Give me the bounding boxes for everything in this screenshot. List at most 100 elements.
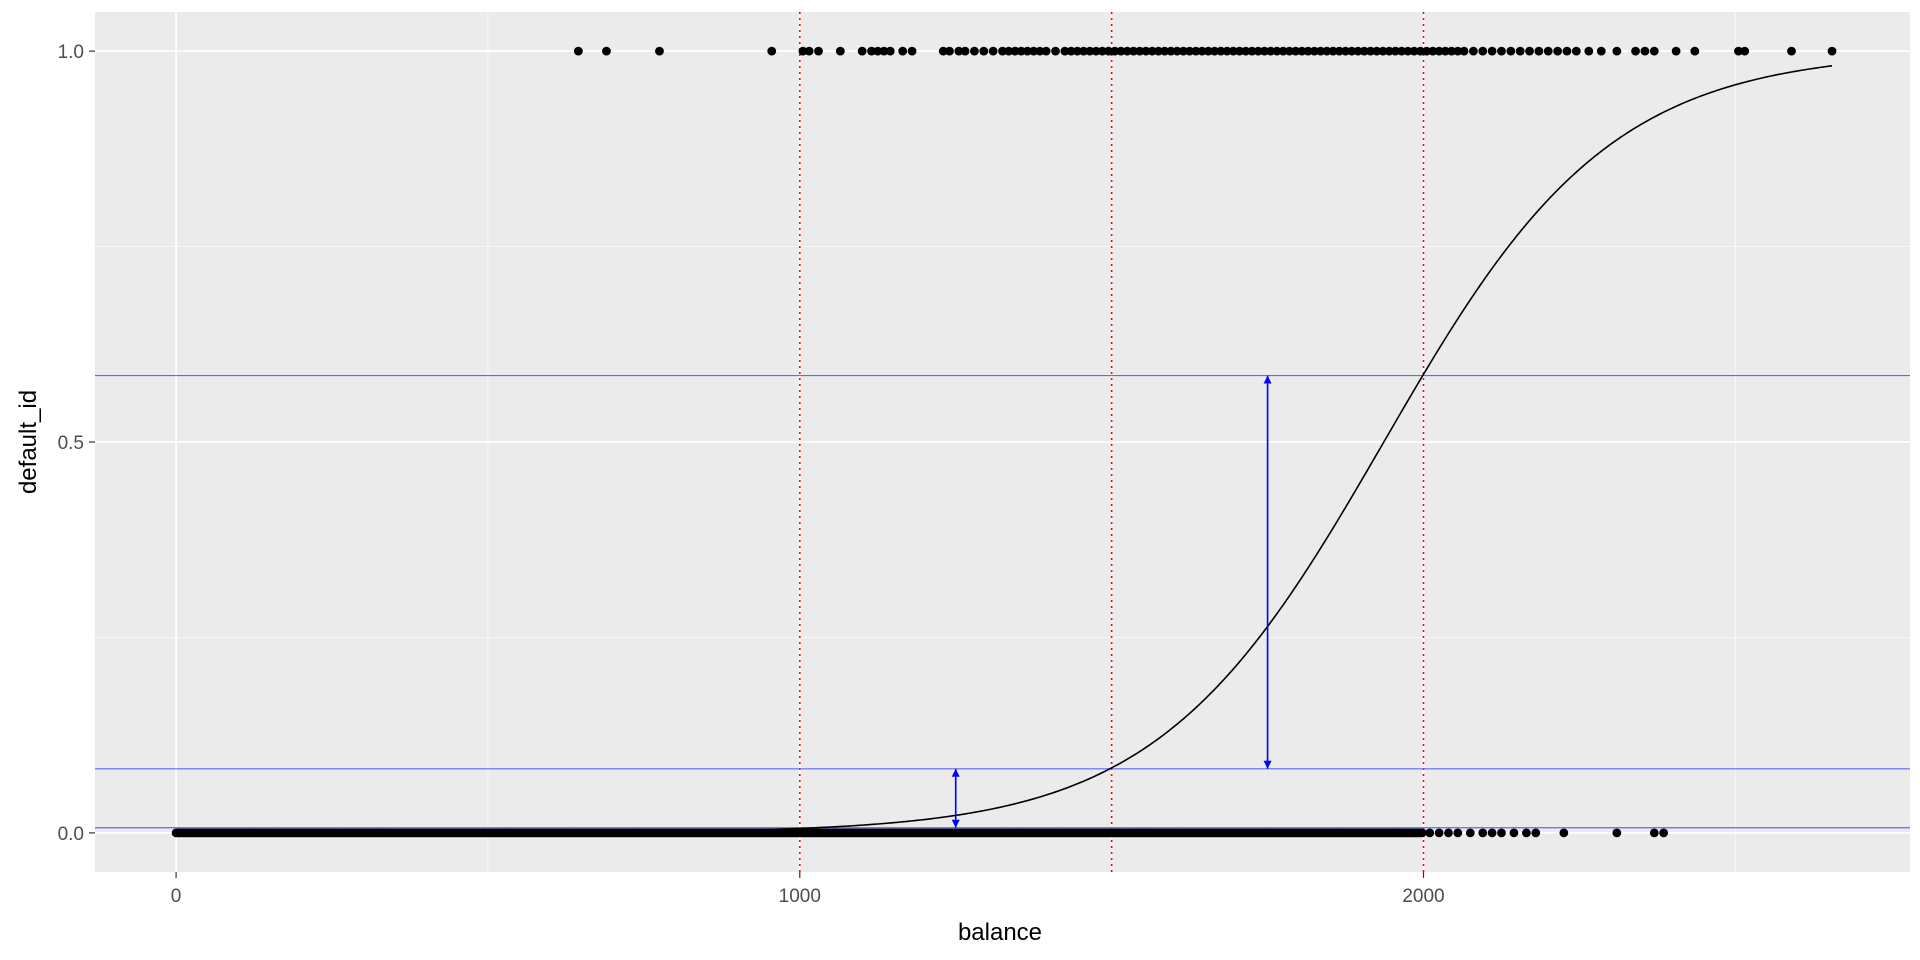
data-point-default-0: [1659, 828, 1669, 838]
data-point-default-1: [798, 46, 808, 56]
data-point-default-1: [1497, 46, 1506, 56]
data-point-default-1: [1091, 46, 1101, 56]
data-point-default-1: [1391, 46, 1400, 56]
data-point-default-1: [1116, 46, 1126, 56]
data-point-default-1: [1347, 46, 1357, 56]
x-tick-label: 0: [171, 886, 182, 907]
data-point-default-1: [1097, 46, 1107, 56]
data-point-default-0: [1465, 828, 1475, 838]
data-point-default-1: [1278, 46, 1288, 56]
data-point-default-0: [1497, 828, 1506, 838]
data-point-default-1: [1640, 46, 1650, 56]
data-point-default-1: [1525, 46, 1534, 56]
data-point-default-1: [898, 46, 908, 56]
data-point-default-1: [1297, 46, 1307, 56]
data-point-default-1: [1228, 46, 1238, 56]
data-point-default-0: [1509, 828, 1519, 838]
data-point-default-1: [655, 46, 664, 56]
data-point-default-1: [1285, 46, 1294, 56]
data-point-default-1: [1571, 46, 1581, 56]
data-point-default-0: [1478, 828, 1488, 838]
data-point-default-1: [1247, 46, 1257, 56]
data-point-default-1: [573, 46, 583, 56]
data-point-default-1: [814, 46, 823, 56]
data-point-default-1: [1690, 46, 1700, 56]
data-point-default-1: [1384, 46, 1394, 56]
data-point-default-1: [1422, 46, 1432, 56]
data-point-default-1: [1129, 46, 1138, 56]
data-point-default-1: [1543, 46, 1553, 56]
data-point-default-1: [1506, 46, 1516, 56]
data-point-default-1: [1210, 46, 1219, 56]
data-point-default-1: [1334, 46, 1344, 56]
data-point-default-1: [835, 46, 845, 56]
data-point-default-1: [1272, 46, 1282, 56]
arrow-head-bottom: [951, 819, 960, 828]
data-point-default-1: [1372, 46, 1382, 56]
data-point-default-1: [1079, 46, 1088, 56]
data-point-default-1: [954, 46, 964, 56]
data-point-default-1: [885, 46, 895, 56]
data-point-default-1: [998, 46, 1007, 56]
data-point-default-0: [1444, 828, 1453, 838]
data-point-default-1: [1553, 46, 1563, 56]
data-point-default-1: [1085, 46, 1095, 56]
data-point-default-1: [1440, 46, 1450, 56]
data-point-default-1: [1191, 46, 1201, 56]
data-point-default-1: [1447, 46, 1456, 56]
data-point-default-1: [1135, 46, 1145, 56]
data-point-default-1: [1241, 46, 1251, 56]
data-point-default-1: [1341, 46, 1350, 56]
data-point-default-1: [1409, 46, 1419, 56]
data-point-default-1: [1041, 46, 1051, 56]
data-point-default-1: [1366, 46, 1375, 56]
data-point-default-1: [988, 46, 998, 56]
data-point-default-1: [1322, 46, 1332, 56]
data-point-default-1: [1147, 46, 1157, 56]
data-point-default-1: [1066, 46, 1076, 56]
data-point-default-1: [1562, 46, 1572, 56]
y-tick-label: 0.5: [58, 433, 84, 454]
data-point-default-1: [1072, 46, 1082, 56]
data-point-default-1: [907, 46, 917, 56]
data-point-default-1: [857, 46, 867, 56]
data-point-default-1: [1469, 46, 1478, 56]
data-point-default-0: [1417, 828, 1427, 838]
data-point-default-1: [1051, 46, 1060, 56]
y-axis-title: default_id: [15, 390, 42, 494]
data-point-default-1: [1478, 46, 1488, 56]
data-point-default-1: [1671, 46, 1681, 56]
data-point-default-1: [1328, 46, 1338, 56]
data-point-default-1: [1110, 46, 1120, 56]
data-point-default-1: [1303, 46, 1313, 56]
data-point-default-1: [1004, 46, 1014, 56]
data-point-default-1: [1029, 46, 1039, 56]
data-point-default-1: [1197, 46, 1207, 56]
data-point-default-1: [1787, 46, 1796, 56]
data-point-default-1: [1612, 46, 1622, 56]
data-point-default-1: [1266, 46, 1276, 56]
data-point-default-1: [1104, 46, 1113, 56]
data-point-default-1: [1122, 46, 1132, 56]
data-point-default-1: [1316, 46, 1325, 56]
data-point-default-0: [1522, 828, 1531, 838]
data-point-default-1: [873, 46, 883, 56]
data-point-default-1: [1734, 46, 1743, 56]
data-point-default-1: [970, 46, 979, 56]
data-point-default-1: [1487, 46, 1497, 56]
arrow-head-top: [1263, 375, 1272, 384]
y-tick-label: 0.0: [58, 824, 84, 845]
data-point-default-1: [1010, 46, 1020, 56]
points-default-0: [171, 828, 1669, 838]
data-point-default-1: [1253, 46, 1263, 56]
data-point-default-1: [1515, 46, 1525, 56]
data-point-default-1: [1397, 46, 1407, 56]
data-point-default-0: [1453, 828, 1463, 838]
data-point-default-0: [1531, 828, 1541, 838]
data-point-default-1: [1141, 46, 1151, 56]
data-point-default-0: [1559, 828, 1569, 838]
data-point-default-1: [979, 46, 989, 56]
y-tick-label: 1.0: [58, 42, 84, 63]
data-point-default-1: [1016, 46, 1026, 56]
data-point-default-1: [945, 46, 954, 56]
